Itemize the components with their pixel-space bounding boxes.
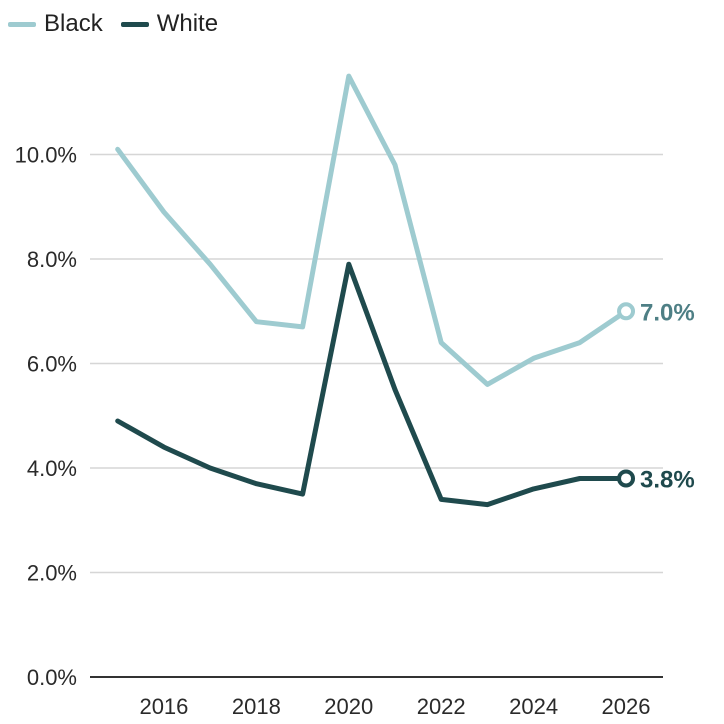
- series-line-black: [115, 73, 629, 387]
- legend-label-black: Black: [44, 10, 103, 37]
- legend-swatch-black: [8, 21, 36, 27]
- y-tick-label: 2.0%: [27, 561, 77, 586]
- y-tick-label: 0.0%: [27, 665, 77, 690]
- x-tick-label: 2026: [602, 694, 651, 719]
- x-tick-label: 2022: [417, 694, 466, 719]
- series-line-white: [115, 261, 629, 508]
- legend-item-black: Black: [8, 10, 103, 38]
- x-tick-label: 2024: [509, 694, 558, 719]
- x-tick-label: 2018: [232, 694, 281, 719]
- legend-label-white: White: [156, 10, 219, 37]
- y-tick-label: 4.0%: [27, 456, 77, 481]
- series-end-marker-black: [617, 302, 636, 321]
- series-end-label-black: 7.0%: [640, 299, 695, 326]
- legend-item-white: White: [120, 10, 219, 38]
- legend-swatch-white: [120, 21, 149, 27]
- y-tick-label: 6.0%: [27, 352, 77, 377]
- chart-legend: Black White: [8, 10, 218, 38]
- series-end-label-white: 3.8%: [640, 466, 695, 493]
- x-tick-label: 2016: [139, 694, 188, 719]
- y-tick-label: 10.0%: [15, 143, 77, 168]
- series-end-marker-white: [617, 469, 636, 488]
- x-tick-label: 2020: [324, 694, 373, 719]
- y-tick-label: 8.0%: [27, 247, 77, 272]
